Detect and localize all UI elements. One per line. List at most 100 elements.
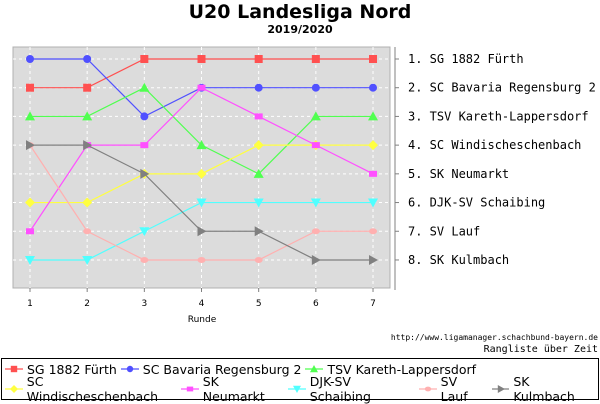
legend-label: SC Bavaria Regensburg 2 bbox=[142, 361, 302, 377]
marker-triangle-up bbox=[196, 140, 207, 150]
marker-triangle-down bbox=[139, 227, 150, 237]
x-tick-label: 6 bbox=[313, 299, 319, 309]
marker-triangle-up bbox=[82, 111, 93, 121]
marker-small-circle bbox=[83, 228, 92, 235]
marker-square bbox=[26, 83, 34, 92]
legend-label: TSV Kareth-Lappersdorf bbox=[327, 361, 477, 377]
marker-triangle-down bbox=[310, 198, 321, 208]
x-tick-label: 7 bbox=[370, 299, 376, 309]
marker-circle bbox=[140, 112, 149, 121]
x-tick-label: 5 bbox=[256, 299, 262, 309]
marker-square bbox=[197, 55, 206, 63]
x-tick-label: 2 bbox=[84, 299, 90, 309]
x-tick-label: 4 bbox=[199, 299, 205, 309]
marker-diamond bbox=[10, 385, 18, 393]
marker-diamond bbox=[196, 168, 207, 179]
rank-label: 6. DJK-SV Schaibing bbox=[408, 196, 545, 210]
series-6 bbox=[26, 142, 378, 263]
marker-small-square bbox=[197, 84, 206, 91]
marker-triangle-right bbox=[83, 140, 93, 151]
rank-label: 5. SK Neumarkt bbox=[408, 167, 509, 181]
marker-triangle-right bbox=[311, 254, 321, 265]
source-url[interactable]: http://www.ligamanager.schachbund-bayern… bbox=[390, 333, 598, 342]
legend-item: SC Bavaria Regensburg 2 bbox=[120, 361, 302, 377]
series-7 bbox=[26, 140, 379, 265]
legend-marker-icon bbox=[5, 365, 23, 373]
marker-triangle-down bbox=[368, 198, 379, 208]
marker-square bbox=[10, 365, 18, 373]
chart-title: U20 Landesliga Nord bbox=[188, 1, 412, 23]
marker-triangle-right bbox=[197, 226, 207, 237]
marker-triangle-right bbox=[140, 168, 150, 179]
marker-small-circle bbox=[311, 228, 320, 235]
legend-label: SG 1882 Fürth bbox=[27, 361, 117, 377]
marker-circle bbox=[26, 55, 34, 63]
marker-diamond bbox=[368, 140, 379, 151]
marker-triangle-right bbox=[369, 254, 379, 265]
legend-marker-icon bbox=[287, 385, 306, 393]
marker-diamond bbox=[82, 197, 93, 208]
marker-small-circle bbox=[254, 256, 263, 263]
marker-small-circle bbox=[140, 256, 149, 263]
marker-triangle-up bbox=[368, 111, 379, 121]
series-0 bbox=[26, 55, 378, 92]
marker-square bbox=[83, 83, 92, 92]
rank-label: 8. SK Kulmbach bbox=[408, 253, 509, 267]
x-axis-label: Runde bbox=[188, 315, 217, 325]
rank-label: 3. TSV Kareth-Lappersdorf bbox=[408, 109, 589, 123]
marker-diamond bbox=[25, 197, 35, 208]
legend: SG 1882 Fürth SC Bavaria Regensburg 2 TSV … bbox=[1, 358, 599, 404]
marker-triangle-right bbox=[26, 140, 35, 151]
marker-triangle-down bbox=[196, 198, 207, 208]
rank-label: 7. SV Lauf bbox=[408, 224, 480, 238]
rank-label: 1. SG 1882 Fürth bbox=[408, 52, 524, 66]
marker-square bbox=[140, 55, 149, 63]
series-5 bbox=[25, 198, 379, 265]
marker-triangle-up bbox=[253, 168, 264, 178]
marker-small-square bbox=[140, 142, 149, 149]
marker-small-circle bbox=[369, 228, 378, 235]
marker-square bbox=[369, 55, 378, 63]
legend-marker-icon bbox=[5, 385, 23, 393]
marker-small-square bbox=[186, 386, 194, 392]
marker-triangle-down bbox=[25, 255, 35, 265]
marker-triangle-down bbox=[253, 198, 264, 208]
marker-triangle-down bbox=[82, 255, 93, 265]
marker-square bbox=[311, 55, 320, 63]
marker-small-square bbox=[311, 142, 320, 149]
marker-circle bbox=[126, 365, 133, 373]
legend-marker-icon bbox=[180, 386, 199, 392]
chart-area: 1 2 3 4 5 6 7 Runde 1. SG 1882 Fürth 2. SC Bavari… bbox=[12, 46, 596, 325]
legend-marker-icon bbox=[120, 365, 139, 373]
marker-triangle-right bbox=[497, 385, 505, 393]
marker-circle bbox=[254, 83, 263, 92]
chart-caption: Rangliste über Zeit bbox=[483, 344, 598, 355]
marker-circle bbox=[83, 55, 92, 63]
marker-small-circle bbox=[424, 386, 432, 392]
marker-square bbox=[254, 55, 263, 63]
rank-label: 2. SC Bavaria Regensburg 2 bbox=[408, 81, 596, 95]
legend-item: SG 1882 Fürth bbox=[5, 362, 117, 377]
x-tick-label: 1 bbox=[27, 299, 33, 309]
marker-triangle-up bbox=[139, 82, 150, 92]
chart-subtitle: 2019/2020 bbox=[267, 23, 333, 36]
marker-triangle-up bbox=[25, 111, 35, 121]
marker-triangle-down bbox=[292, 385, 301, 393]
legend-item: TSV Kareth-Lappersdorf bbox=[305, 362, 476, 377]
marker-small-circle bbox=[197, 256, 206, 263]
marker-circle bbox=[369, 83, 378, 92]
marker-triangle-up bbox=[310, 365, 319, 373]
legend-marker-icon bbox=[418, 386, 437, 392]
marker-small-square bbox=[26, 228, 34, 235]
marker-triangle-up bbox=[310, 111, 321, 121]
marker-diamond bbox=[253, 140, 264, 151]
legend-marker-icon bbox=[305, 365, 324, 373]
legend-marker-icon bbox=[491, 385, 510, 393]
marker-circle bbox=[311, 83, 320, 92]
x-tick-label: 3 bbox=[141, 299, 147, 309]
marker-small-square bbox=[369, 170, 378, 177]
series-2 bbox=[25, 82, 379, 178]
marker-small-square bbox=[254, 113, 263, 120]
marker-triangle-right bbox=[254, 226, 264, 237]
rank-label: 4. SC Windischeschenbach bbox=[408, 138, 581, 152]
